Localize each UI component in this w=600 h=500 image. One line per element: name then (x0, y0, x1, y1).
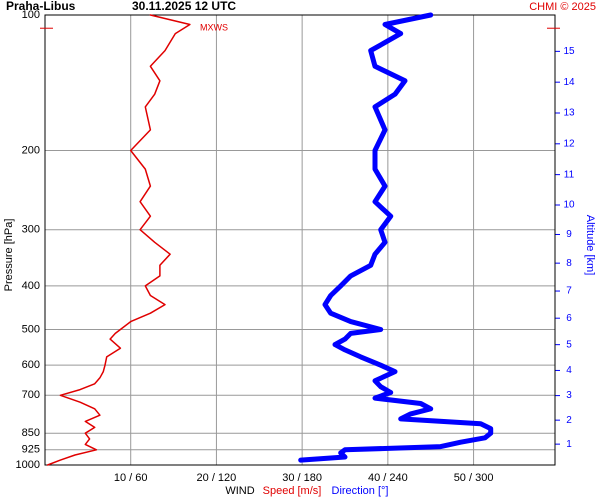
y-tick-label: 700 (22, 389, 40, 401)
profile-line (46, 14, 191, 466)
y2-tick-label: 10 (563, 200, 575, 211)
y2-tick-label: 12 (563, 138, 575, 149)
profile-line (298, 12, 494, 463)
max-wind-label: MXWS (200, 23, 228, 33)
y2-tick-label: 14 (563, 77, 575, 88)
chart-subtitle: 30.11.2025 12 UTC (132, 0, 236, 13)
credit: CHMI © 2025 (529, 1, 596, 13)
y2-tick-label: 9 (566, 229, 572, 240)
x-tick-label: 20 / 120 (197, 472, 237, 484)
y2-tick-label: 1 (566, 439, 572, 450)
y2-axis-label: Altitude [km] (584, 215, 596, 276)
chart-title: Praha-Libus (6, 0, 76, 13)
x-axis-label-speed: Speed [m/s] (263, 485, 322, 497)
x-tick-label: 40 / 240 (368, 472, 408, 484)
y2-tick-label: 15 (563, 46, 575, 57)
y-tick-label: 850 (22, 427, 40, 439)
y2-tick-label: 7 (566, 286, 572, 297)
x-tick-label: 30 / 180 (282, 472, 322, 484)
y-tick-label: 200 (22, 144, 40, 156)
y2-tick-label: 13 (563, 108, 575, 119)
plot-frame (44, 14, 556, 466)
y-tick-label: 500 (22, 323, 40, 335)
y-tick-label: 100 (22, 9, 40, 21)
y2-tick-label: 11 (564, 169, 575, 180)
y-tick-label: 300 (22, 224, 40, 236)
y-tick-label: 400 (22, 280, 40, 292)
x-tick-label: 50 / 300 (454, 472, 494, 484)
y-axis-label: Pressure [hPa] (3, 219, 15, 292)
x-axis-label: WIND (225, 485, 254, 497)
x-tick-label: 10 / 60 (114, 472, 148, 484)
y2-tick-label: 4 (566, 365, 572, 376)
y-tick-label: 600 (22, 359, 40, 371)
y2-tick-label: 8 (566, 258, 572, 269)
y2-tick-label: 3 (566, 390, 572, 401)
y2-tick-label: 6 (566, 313, 572, 324)
y-tick-label: 925 (22, 444, 40, 456)
y-tick-label: 1000 (16, 459, 40, 471)
x-axis-label-direction: Direction [°] (332, 485, 389, 497)
y2-tick-label: 5 (566, 339, 572, 350)
y2-tick-label: 2 (566, 415, 572, 426)
